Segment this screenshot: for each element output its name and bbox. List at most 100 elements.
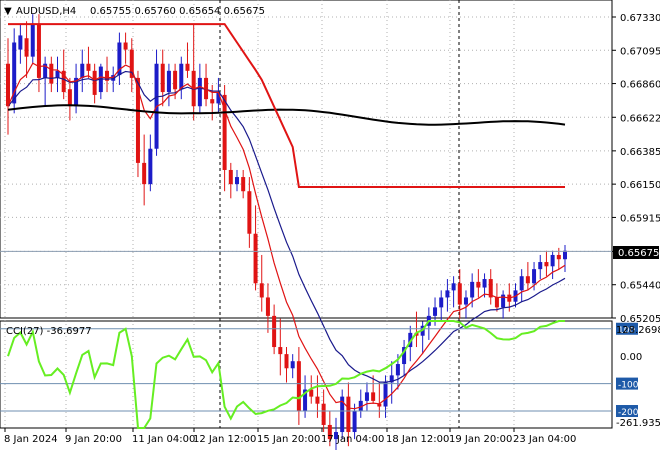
candle-body bbox=[284, 354, 289, 369]
candle-body bbox=[290, 361, 295, 369]
arrow-down-icon: ▼ bbox=[4, 6, 12, 17]
long-ma-line bbox=[7, 104, 566, 126]
candle-body bbox=[18, 35, 23, 50]
cci-axis: 100 0.00 -100 -200 128.2698 -261.9355 bbox=[616, 322, 660, 429]
candle-body bbox=[451, 283, 456, 291]
candle-body bbox=[296, 361, 301, 411]
candle-body bbox=[259, 283, 264, 298]
candle-body bbox=[129, 49, 134, 78]
candle-body bbox=[519, 276, 524, 291]
cci-level-label: -200 bbox=[618, 408, 639, 418]
cci-level-label: 100 bbox=[618, 326, 635, 336]
candle-body bbox=[556, 254, 561, 260]
cci-label: CCI(27) -36.6977 bbox=[6, 326, 92, 337]
indicator-plot-area[interactable] bbox=[0, 320, 613, 429]
candle-body bbox=[334, 432, 339, 440]
price-tick-label: 0.65440 bbox=[620, 281, 660, 292]
candle-body bbox=[538, 262, 543, 270]
cci-level-label: -100 bbox=[618, 381, 639, 391]
candle-body bbox=[234, 177, 239, 185]
candle-body bbox=[544, 262, 549, 267]
candle-body bbox=[439, 297, 444, 308]
price-tick-label: 0.65205 bbox=[620, 314, 660, 325]
time-tick-label: 11 Jan 04:00 bbox=[132, 434, 195, 445]
candle-body bbox=[92, 70, 97, 95]
candle-body bbox=[55, 70, 60, 78]
candle-body bbox=[204, 77, 209, 100]
candle-body bbox=[241, 177, 246, 192]
candle-body bbox=[352, 410, 357, 433]
candle-body bbox=[433, 307, 438, 316]
candle-body bbox=[253, 233, 258, 284]
candle-body bbox=[532, 269, 537, 284]
resistance-envelope-line bbox=[8, 23, 565, 188]
candle-body bbox=[80, 63, 85, 78]
candle-body bbox=[265, 297, 270, 316]
cci-min-label: -261.9355 bbox=[616, 418, 660, 429]
candle-body bbox=[123, 42, 128, 50]
price-tick-label: 0.65915 bbox=[620, 213, 660, 224]
candle-body bbox=[389, 375, 394, 383]
price-tick-label: 0.66150 bbox=[620, 180, 660, 191]
candle-body bbox=[550, 254, 555, 267]
time-tick-label: 12 Jan 12:00 bbox=[193, 434, 256, 445]
current-price-label: 0.65675 bbox=[618, 248, 659, 259]
candle-body bbox=[67, 89, 72, 107]
candle-body bbox=[197, 77, 202, 107]
price-tick-label: 0.66860 bbox=[620, 80, 660, 91]
candle-body bbox=[309, 389, 314, 397]
time-tick-label: 18 Jan 12:00 bbox=[386, 434, 449, 445]
current-price-badge bbox=[613, 246, 659, 259]
symbol-label: AUDUSD,H4 bbox=[16, 6, 76, 17]
price-tick-label: 0.66385 bbox=[620, 147, 660, 158]
candle-body bbox=[358, 400, 363, 411]
candle-body bbox=[12, 42, 17, 104]
candle-body bbox=[501, 294, 506, 308]
candle-body bbox=[395, 364, 400, 376]
time-tick-label: 19 Jan 20:00 bbox=[449, 434, 512, 445]
candle-body bbox=[321, 403, 326, 425]
candle-body bbox=[105, 70, 110, 81]
candle-body bbox=[383, 382, 388, 407]
candle-body bbox=[563, 250, 567, 260]
candle-body bbox=[278, 347, 283, 355]
ohlc-readout: 0.65755 0.65760 0.65654 0.65675 bbox=[90, 6, 265, 17]
candle-body bbox=[49, 63, 54, 84]
candle-body bbox=[142, 162, 147, 185]
candle-body bbox=[210, 99, 215, 104]
price-axis: 0.67330 0.67095 0.66860 0.66622 0.66385 0.661… bbox=[612, 13, 660, 325]
cci-line bbox=[7, 320, 565, 429]
time-tick-label: 15 Jan 20:00 bbox=[257, 434, 320, 445]
cci-level-badge bbox=[616, 322, 638, 335]
candle-body bbox=[160, 63, 165, 93]
candle-body bbox=[24, 38, 29, 57]
candle-body bbox=[222, 94, 227, 170]
main-plot-area[interactable] bbox=[0, 0, 613, 319]
price-tick-label: 0.66622 bbox=[620, 113, 660, 124]
candle-body bbox=[179, 63, 184, 90]
price-tick-label: 0.67330 bbox=[620, 13, 660, 24]
candle-body bbox=[135, 77, 140, 163]
candle-body bbox=[463, 297, 468, 305]
candle-body bbox=[476, 281, 481, 288]
candle-body bbox=[185, 63, 190, 71]
candle-body bbox=[340, 396, 345, 433]
time-tick-label: 23 Jan 04:00 bbox=[513, 434, 576, 445]
candle-body bbox=[445, 290, 450, 298]
slow-ema-line bbox=[7, 70, 566, 383]
candle-body bbox=[74, 77, 79, 107]
cci-level-lines bbox=[0, 328, 612, 412]
candle-body bbox=[173, 70, 178, 90]
cci-level-badge bbox=[616, 377, 638, 390]
candle-body bbox=[315, 396, 320, 404]
candle-body bbox=[525, 276, 530, 284]
candle-body bbox=[494, 297, 499, 308]
candle-body bbox=[327, 424, 332, 440]
candle-body bbox=[61, 70, 66, 93]
candle-body bbox=[470, 281, 475, 298]
candle-body bbox=[111, 75, 116, 81]
candle-body bbox=[272, 315, 277, 348]
